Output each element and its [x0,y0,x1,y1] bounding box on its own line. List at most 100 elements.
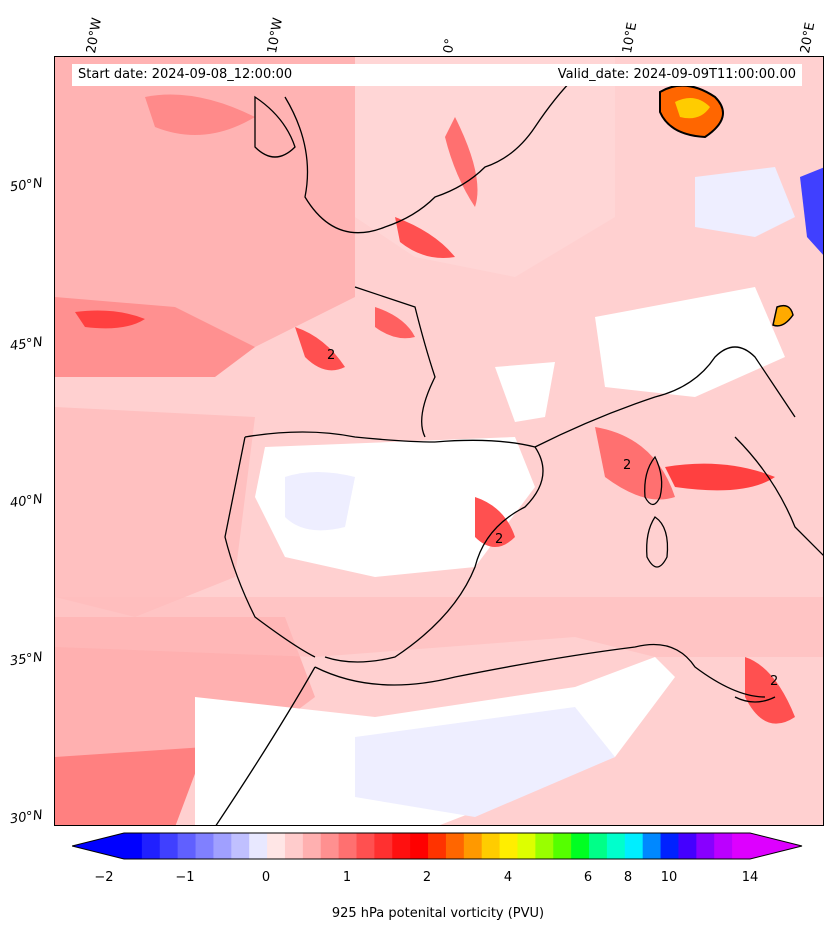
colorbar-extend-min [72,833,124,859]
colorbar-segment [481,833,501,859]
colorbar-segment [732,833,751,859]
lat-label-45n: 45°N [9,334,44,355]
atlantic-south-field [55,407,255,617]
colorbar-extend-max [750,833,802,859]
colorbar-segment [249,833,268,859]
lat-label-30n: 30°N [9,807,44,828]
tyrrhenian-field [595,427,675,500]
colorbar-tick: 0 [261,870,271,885]
coast-gulf-lion-italy [534,346,796,448]
colorbar-segment [338,833,358,859]
lon-label-0: 0° [441,37,459,55]
lon-label-20w: 20°W [84,16,106,55]
colorbar-segment [642,833,662,859]
colorbar-tick: −1 [175,870,195,885]
lon-label-20e: 20°E [798,21,819,55]
valid-date-label: Valid_date: 2024-09-09T11:00:00.00 [557,67,796,82]
atlantic-max-field [75,310,145,329]
colorbar-segment [141,833,161,859]
colorbar-segment [606,833,626,859]
contour-label-balearic: 2 [495,532,503,547]
ne-core-field [675,98,710,119]
colorbar-segment [410,833,429,859]
coast-corsica [644,455,663,506]
lon-label-10e: 10°E [620,21,641,55]
colorbar-label: 925 hPa potenital vorticity (PVU) [331,906,545,921]
colorbar-segment [177,833,197,859]
colorbar-outline [72,832,803,860]
colorbar-segment [571,833,590,859]
colorbar-segment [499,833,518,859]
colorbar-segment [374,833,393,859]
colorbar-segment [124,833,143,859]
east-blue-field [800,167,823,255]
biscay-field [295,327,345,371]
colorbar-tick: 14 [741,870,759,885]
coast-north-africa [314,643,766,698]
alps-spot-field [772,304,794,327]
coastlines [215,76,823,825]
coast-iberia-east [324,439,544,663]
colorbar-tick: −2 [94,870,114,885]
coast-sicily [734,696,776,703]
colorbar-segment [517,833,536,859]
coast-iberia-west [224,436,316,658]
colorbar-segment [302,833,322,859]
colorbar-tick: 2 [422,870,432,885]
iberia-white-field [255,437,535,577]
coast-ireland [254,95,296,158]
map-panel: 2 2 2 2 [54,56,824,826]
coast-sardinia [646,516,669,568]
colorbar-segment [589,833,608,859]
colorbar-segment [714,833,733,859]
start-date-label: Start date: 2024-09-08_12:00:00 [78,67,293,82]
date-info-bar: Start date: 2024-09-08_12:00:00 Valid_da… [72,64,802,86]
contour-label-biscay: 2 [327,348,335,363]
colorbar-segment [231,833,250,859]
iberia-blue-field [285,472,355,531]
coast-morocco [215,666,316,825]
lon-label-10w: 10°W [265,16,287,55]
brittany-field [375,307,415,339]
lat-label-35n: 35°N [9,649,44,670]
channel-max-field [395,217,455,258]
colorbar-tick: 4 [503,870,513,885]
atlantic-north-field [55,57,355,357]
sw-corner-field [55,747,205,825]
colorbar-segment [159,833,179,859]
colorbar-tick: 1 [342,870,352,885]
colorbar-segment [463,833,483,859]
colorbar-segment [696,833,715,859]
coast-britain-france [284,76,576,234]
contour-label-sicily: 2 [770,674,778,689]
coast-italy-south [734,436,823,556]
sicily-south-field [745,657,795,724]
colorbar-segment [678,833,697,859]
colorbar-tick: 8 [623,870,633,885]
balearic-max-field [475,497,515,547]
colorbar-segment [392,833,411,859]
colorbar-segment [535,833,554,859]
massif-white-field [495,362,555,422]
coast-iberia-north [244,431,436,443]
med-band-field [55,597,823,657]
lat-label-50n: 50°N [9,175,44,196]
germany-blue-field [695,167,795,237]
colorbar-segment [553,833,572,859]
colorbar-segment [624,833,644,859]
colorbar-tick: 6 [583,870,593,885]
lat-label-40n: 40°N [9,491,44,512]
colorbar-segment [428,833,447,859]
contour-label-tyrrhenian: 2 [623,458,631,473]
sahara-blue-field [355,707,615,817]
colorbar-segment [356,833,375,859]
england-field [445,117,478,207]
coast-france-west [354,286,436,438]
colorbar-segment [445,833,465,859]
colorbar-segment [660,833,679,859]
atlantic-nw-field [145,94,255,135]
colorbar-segment [195,833,214,859]
colorbar-tick: 10 [660,870,678,885]
alps-white-field [595,287,785,397]
colorbar-segment [320,833,340,859]
